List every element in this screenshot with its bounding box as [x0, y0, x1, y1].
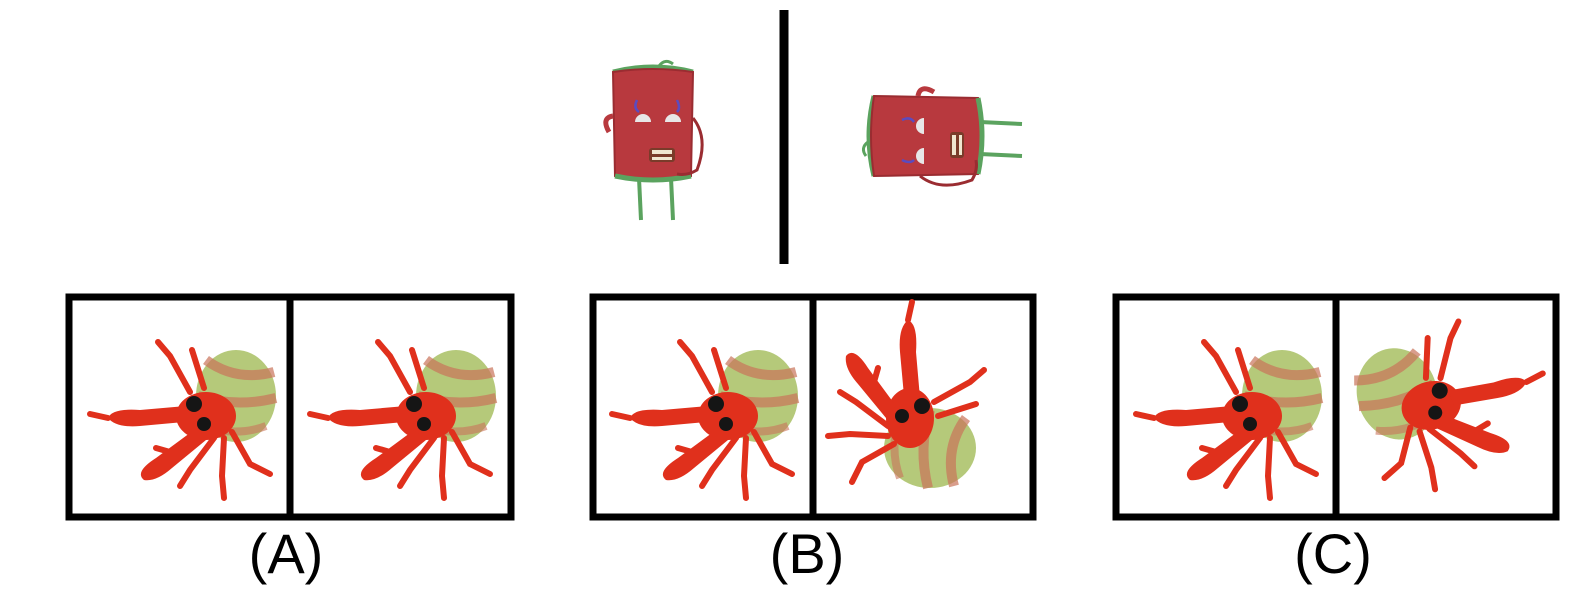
- can-character-rotated-icon: [863, 89, 1022, 185]
- option-c-label: (C): [1294, 522, 1372, 585]
- can-character-upright-icon: [606, 61, 702, 220]
- option-a-label: (A): [248, 522, 324, 585]
- option-c[interactable]: [1112, 293, 1565, 521]
- option-a[interactable]: [65, 293, 515, 521]
- option-b-label: (B): [769, 522, 845, 585]
- reference-pair: [606, 10, 1022, 264]
- option-b[interactable]: [589, 293, 1037, 521]
